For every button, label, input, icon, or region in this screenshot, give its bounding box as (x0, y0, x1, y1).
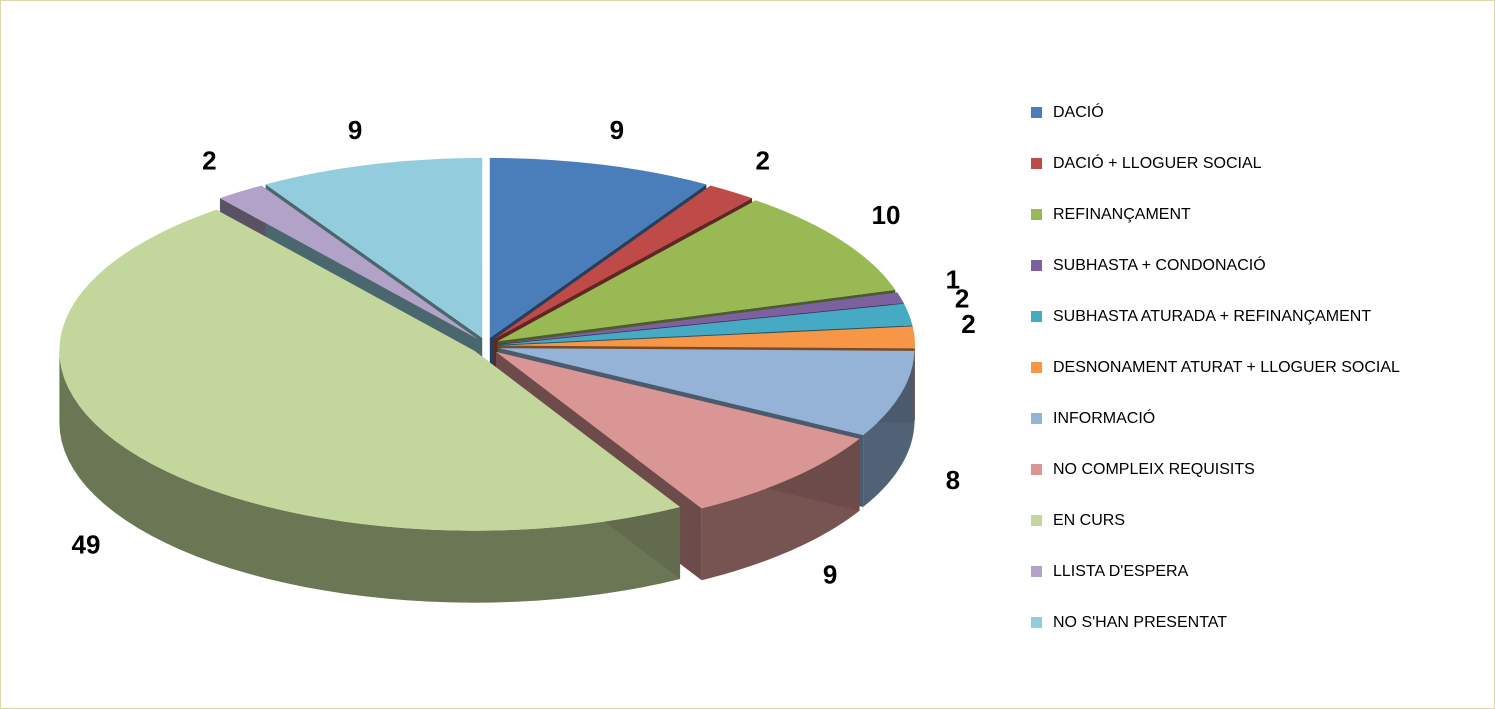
data-label: 8 (946, 465, 960, 495)
legend-swatch (1031, 515, 1042, 526)
legend-item: EN CURS (1031, 509, 1451, 560)
pie-slice (59, 209, 681, 531)
legend-item: INFORMACIÓ (1031, 407, 1451, 458)
legend-label: REFINANÇAMENT (1053, 206, 1191, 223)
data-label: 2 (961, 309, 975, 339)
legend-item: LLISTA D'ESPERA (1031, 560, 1451, 611)
legend-swatch (1031, 464, 1042, 475)
pie-slice (494, 185, 753, 340)
legend-label: SUBHASTA + CONDONACIÓ (1053, 257, 1266, 274)
legend-swatch (1031, 209, 1042, 220)
legend-label: SUBHASTA ATURADA + REFINANÇAMENT (1053, 308, 1372, 325)
legend-item: SUBHASTA ATURADA + REFINANÇAMENT (1031, 305, 1451, 356)
legend-item: SUBHASTA + CONDONACIÓ (1031, 254, 1451, 305)
data-label: 49 (72, 530, 101, 560)
data-label: 2 (755, 145, 769, 175)
legend-label: EN CURS (1053, 512, 1126, 529)
data-label: 1 (946, 265, 960, 295)
data-label: 2 (202, 145, 216, 175)
pie-side (59, 350, 681, 603)
legend-item: NO COMPLEIX REQUISITS (1031, 458, 1451, 509)
legend-swatch (1031, 362, 1042, 373)
legend-swatch (1031, 158, 1042, 169)
pie-slice (499, 292, 904, 344)
legend-swatch (1031, 617, 1042, 628)
pie-slice (499, 303, 913, 345)
legend-label: DACIÓ (1053, 104, 1104, 121)
legend-item: NO S'HAN PRESENTAT (1031, 611, 1451, 662)
data-label: 9 (610, 115, 624, 145)
pie-slice (497, 200, 896, 342)
pie-tops (59, 157, 915, 531)
pie-slice (489, 157, 707, 338)
pie-slice (499, 348, 915, 435)
legend-swatch (1031, 107, 1042, 118)
legend-swatch (1031, 260, 1042, 271)
pie-side (863, 350, 915, 507)
legend-item: DACIÓ (1031, 101, 1451, 152)
data-label: 9 (348, 115, 362, 145)
pie-slice (495, 351, 860, 509)
legend-label: LLISTA D'ESPERA (1053, 563, 1189, 580)
legend-item: DACIÓ + LLOGUER SOCIAL (1031, 152, 1451, 203)
legend-label: NO S'HAN PRESENTAT (1053, 614, 1228, 631)
pie-slice (265, 157, 483, 338)
legend-item: REFINANÇAMENT (1031, 203, 1451, 254)
pie-slice (219, 185, 478, 340)
legend-item: DESNONAMENT ATURAT + LLOGUER SOCIAL (1031, 356, 1451, 407)
legend-label: NO COMPLEIX REQUISITS (1053, 461, 1255, 478)
legend-swatch (1031, 413, 1042, 424)
data-label: 2 (955, 284, 969, 314)
pie-slice (499, 326, 915, 349)
data-label: 10 (872, 200, 901, 230)
legend: DACIÓ DACIÓ + LLOGUER SOCIAL REFINANÇAMENT… (1031, 101, 1451, 662)
legend-swatch (1031, 311, 1042, 322)
data-label: 9 (823, 559, 837, 589)
legend-swatch (1031, 566, 1042, 577)
legend-label: DACIÓ + LLOGUER SOCIAL (1053, 155, 1262, 172)
legend-label: INFORMACIÓ (1053, 410, 1156, 427)
legend-label: DESNONAMENT ATURAT + LLOGUER SOCIAL (1053, 359, 1400, 376)
